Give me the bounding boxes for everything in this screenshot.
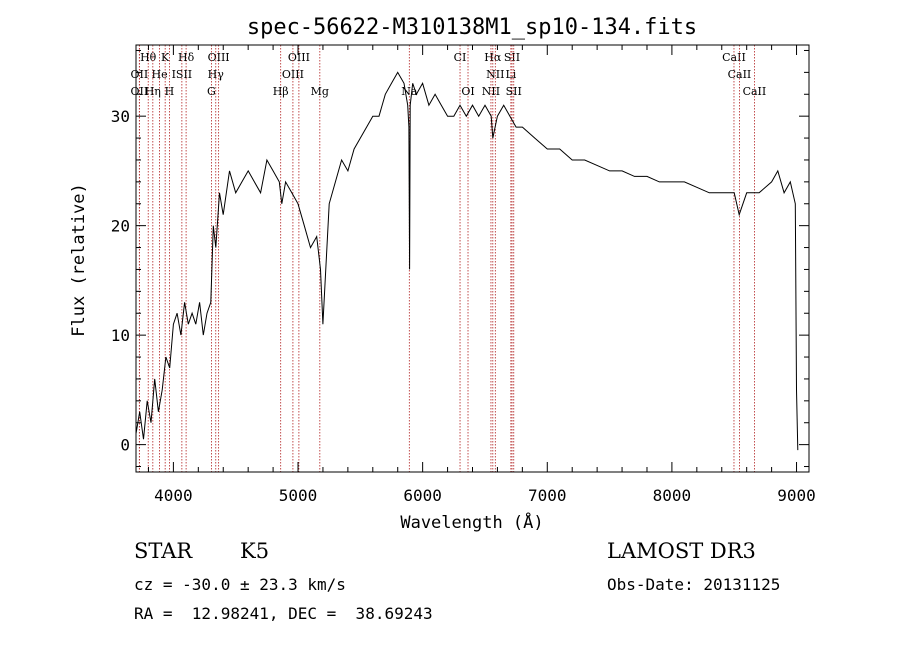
x-tick-label: 4000 xyxy=(154,486,193,505)
emission-line-label: Hγ xyxy=(208,68,225,81)
emission-line-label: OIII xyxy=(288,51,310,64)
emission-line-label: Hθ xyxy=(140,51,157,64)
x-tick-label: 5000 xyxy=(279,486,318,505)
emission-line-label: ISII xyxy=(172,68,193,81)
plot-frame xyxy=(135,44,810,473)
obs-date-text: Obs-Date: 20131125 xyxy=(607,575,781,594)
emission-line-label: CaII xyxy=(728,68,752,81)
emission-line-label: Hη xyxy=(145,85,161,98)
object-subclass: K5 xyxy=(240,539,270,563)
emission-line-label: K xyxy=(161,51,170,64)
x-axis-label: Wavelength (Å) xyxy=(400,511,543,533)
chart-title: spec-56622-M310138M1_sp10-134.fits xyxy=(247,15,697,40)
emission-line-label: OIII xyxy=(282,68,304,81)
y-tick-label: 0 xyxy=(120,436,130,455)
coordinates-text: RA = 12.98241, DEC = 38.69243 xyxy=(134,604,433,623)
emission-line-label: NII xyxy=(486,68,504,81)
emission-line-label: Hα xyxy=(484,51,502,64)
survey-label: LAMOST DR3 xyxy=(607,539,756,563)
emission-line-label: Mg xyxy=(311,85,329,98)
object-class: STAR xyxy=(134,539,193,563)
emission-line-label: OI xyxy=(461,85,474,98)
emission-line-label: Na xyxy=(401,85,418,98)
emission-line-label: OIII xyxy=(208,51,230,64)
flux-series-line xyxy=(135,71,799,451)
y-tick-label: 20 xyxy=(111,217,130,236)
emission-line-label: SII xyxy=(504,51,520,64)
y-tick-label: 10 xyxy=(111,326,130,345)
x-tick-label: 9000 xyxy=(777,486,816,505)
x-tick-label: 8000 xyxy=(653,486,692,505)
x-tick-label: 6000 xyxy=(403,486,442,505)
y-axis-label: Flux (relative) xyxy=(69,183,89,337)
emission-line-label: Hβ xyxy=(273,85,289,98)
emission-line-label: H xyxy=(165,85,175,98)
emission-line-label: CaII xyxy=(722,51,746,64)
emission-line-label: NII xyxy=(482,85,500,98)
emission-line-label: CI xyxy=(454,51,467,64)
emission-line-label: Li xyxy=(505,68,516,81)
y-tick-label: 30 xyxy=(111,107,130,126)
emission-line-label: OII xyxy=(131,68,149,81)
redshift-text: cz = -30.0 ± 23.3 km/s xyxy=(134,575,346,594)
emission-line-label: Hδ xyxy=(178,51,195,64)
emission-line-label: SII xyxy=(506,85,522,98)
emission-line-label: OII xyxy=(131,85,149,98)
emission-line-label: He xyxy=(152,68,168,81)
axis-ticks: 4000 5000 6000 7000 8000 9000 0 10 20 30 xyxy=(111,45,816,505)
x-tick-label: 7000 xyxy=(528,486,567,505)
emission-line-label: CaII xyxy=(743,85,767,98)
emission-line-label: G xyxy=(207,85,216,98)
